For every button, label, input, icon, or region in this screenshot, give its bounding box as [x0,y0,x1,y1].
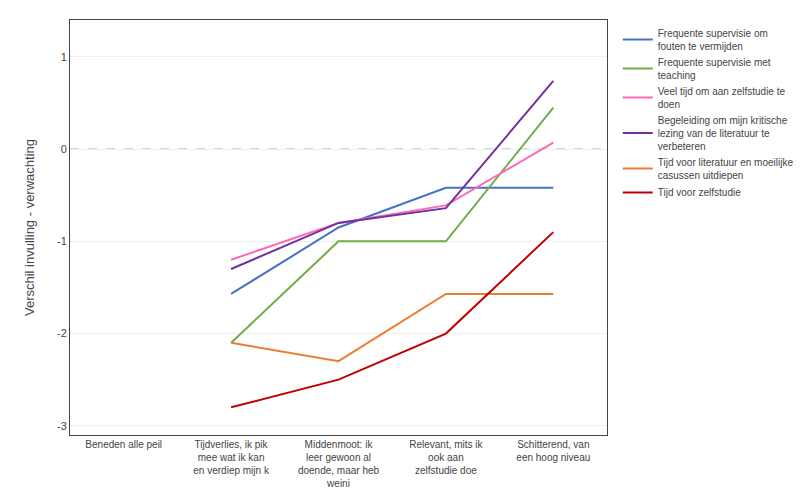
svg-text:Begeleiding om mijn kritischel: Begeleiding om mijn kritischelezing van … [658,115,788,152]
svg-text:Veel tijd om aan zelfstudie te: Veel tijd om aan zelfstudie tedoen [658,86,786,110]
svg-text:Verschil invulling - verwachti: Verschil invulling - verwachting [22,139,37,316]
svg-text:Tijd voor zelfstudie: Tijd voor zelfstudie [658,187,741,198]
svg-text:Beneden alle peil: Beneden alle peil [85,439,162,450]
svg-text:1: 1 [61,51,67,63]
svg-text:Middenmoot: ikleer gewoon aldo: Middenmoot: ikleer gewoon aldoende, maar… [298,439,380,489]
svg-text:Schitterend, vaneen hoog nivea: Schitterend, vaneen hoog niveau [516,439,590,463]
svg-text:Tijd voor literatuur en moeili: Tijd voor literatuur en moeilijkecasusse… [658,157,794,181]
svg-text:Relevant, mits ikook aanzelfst: Relevant, mits ikook aanzelfstudie doe [409,439,483,476]
svg-text:Tijdverlies, ik pikmee wat ik: Tijdverlies, ik pikmee wat ik kanen verd… [193,439,270,476]
svg-text:-1: -1 [57,235,67,247]
svg-text:-3: -3 [57,420,67,432]
svg-text:-2: -2 [57,327,67,339]
svg-text:0: 0 [61,143,67,155]
svg-text:Frequente supervisie metteachi: Frequente supervisie metteaching [658,57,771,81]
svg-text:Frequente supervisie omfouten: Frequente supervisie omfouten te vermijd… [658,28,768,52]
